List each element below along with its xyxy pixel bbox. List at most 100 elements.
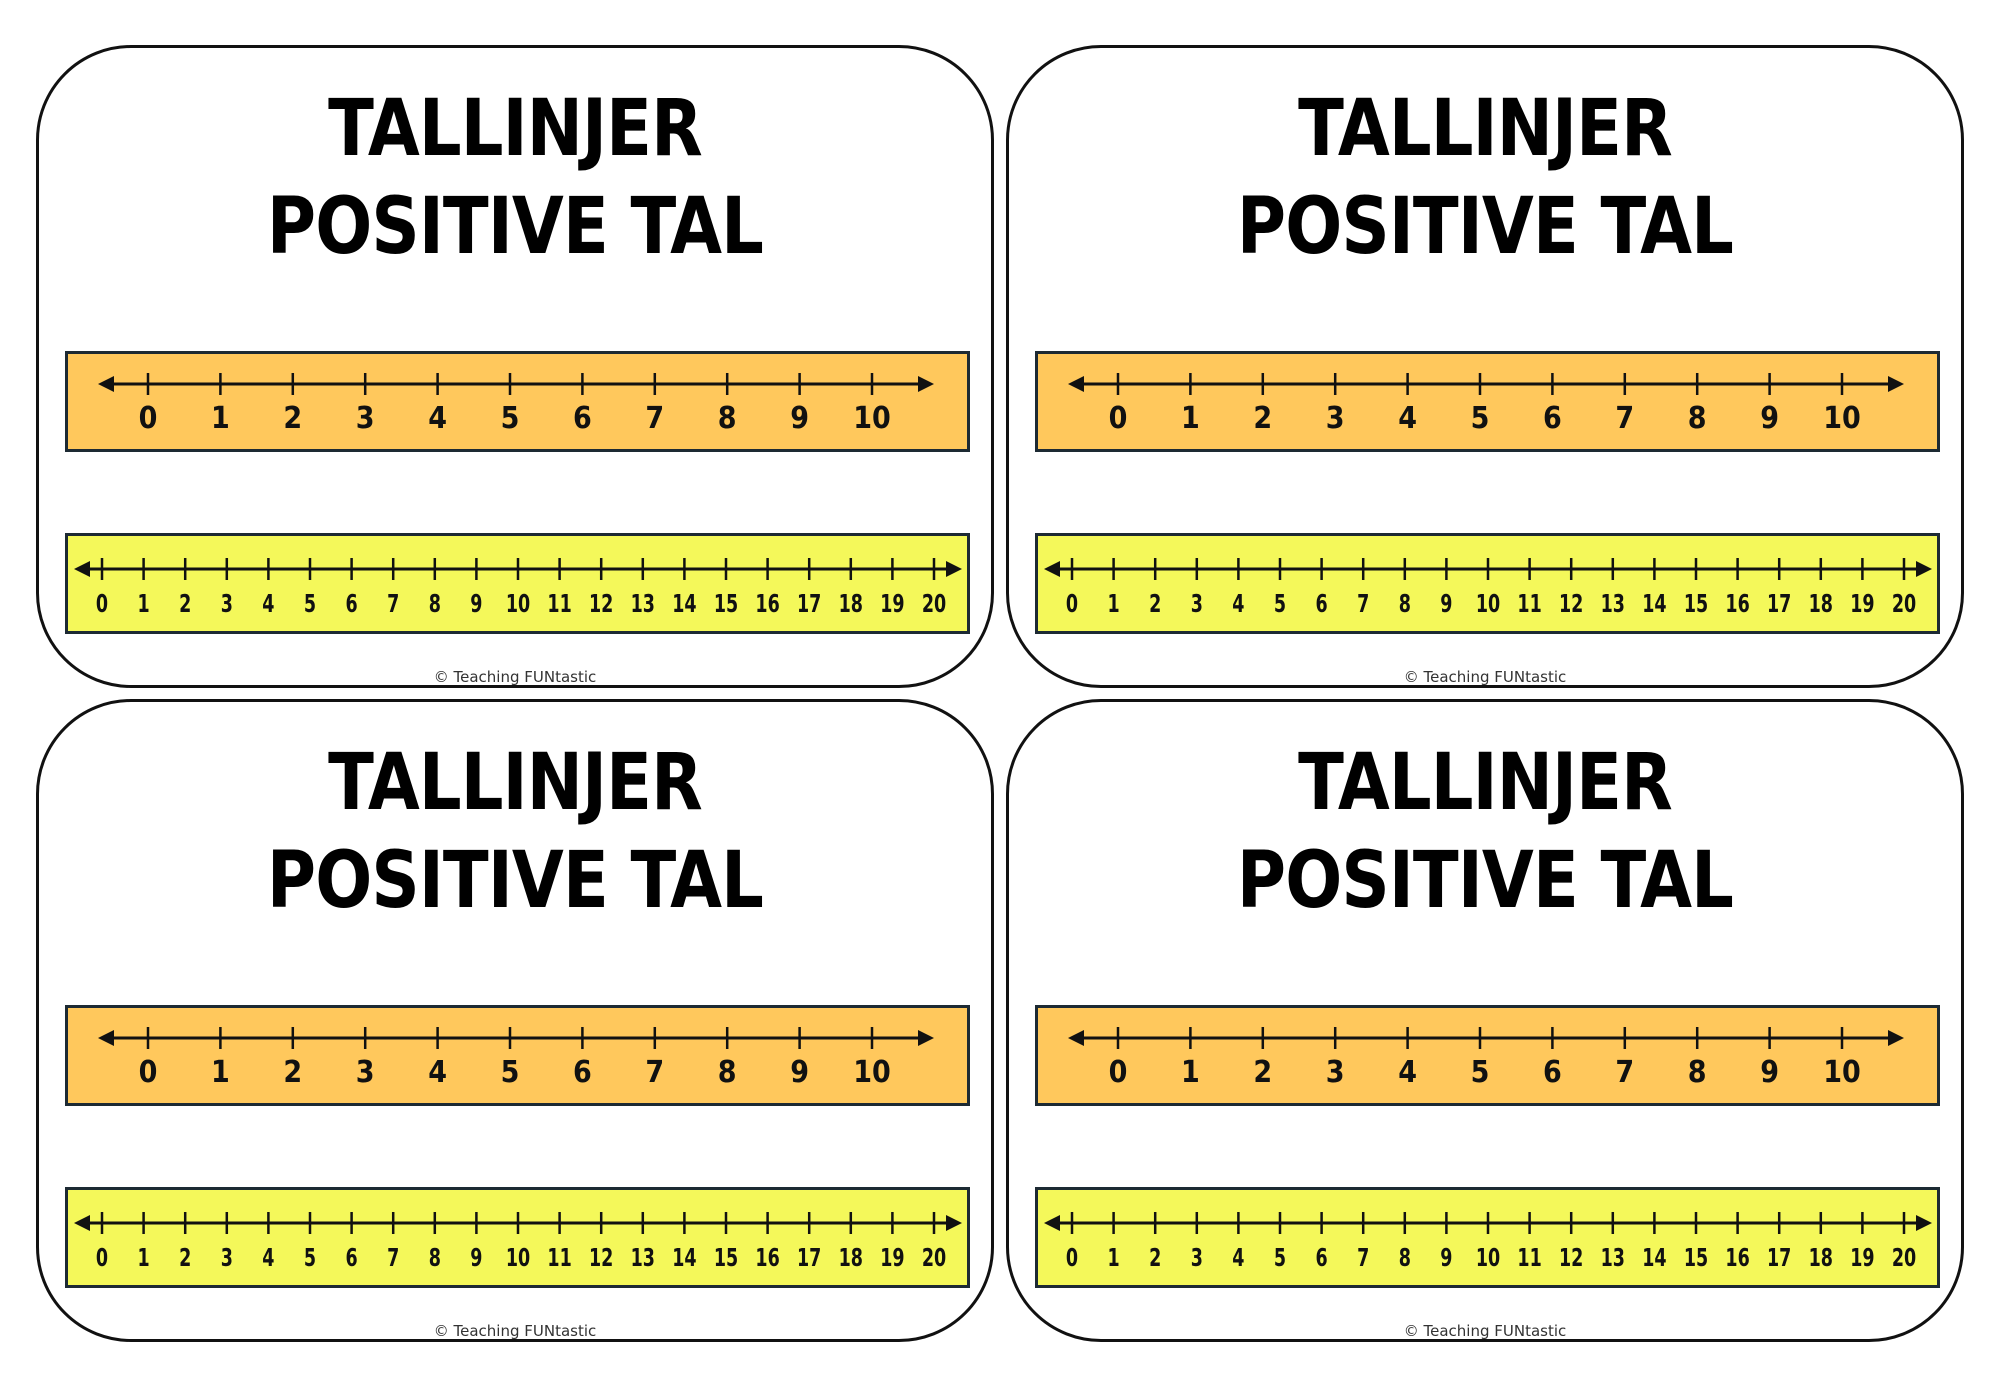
tick-label: 11 — [1517, 590, 1541, 619]
tick-label: 4 — [428, 401, 447, 436]
tick-label: 0 — [1066, 1244, 1078, 1273]
tick-label: 3 — [221, 1244, 233, 1273]
tick-label: 13 — [1601, 590, 1625, 619]
copyright-footer: © Teaching FUNtastic — [1403, 1322, 1567, 1340]
tick-label: 9 — [1760, 401, 1779, 436]
tick-label: 15 — [1684, 1244, 1708, 1273]
tick-label: 16 — [1725, 1244, 1749, 1273]
tick-label: 0 — [1109, 1055, 1128, 1090]
tick-label: 6 — [1316, 1244, 1328, 1273]
tick-label: 7 — [1357, 590, 1369, 619]
tick-label: 11 — [547, 1244, 571, 1273]
tick-label: 20 — [1892, 1244, 1916, 1273]
tick-label: 4 — [262, 1244, 274, 1273]
tick-label: 9 — [470, 590, 482, 619]
tick-label: 1 — [138, 590, 150, 619]
tick-label: 19 — [880, 590, 904, 619]
tick-label: 3 — [356, 1055, 375, 1090]
tick-label: 20 — [922, 1244, 946, 1273]
title-line-2: POSITIVE TAL — [1236, 182, 1734, 272]
tick-label: 19 — [1850, 590, 1874, 619]
tick-label: 5 — [1274, 590, 1286, 619]
number-line-svg: 0 1 2 3 4 5 6 7 8 9 10 11 12 13 14 15 16 17 18 19 20 — [74, 558, 962, 619]
tick-label: 9 — [1440, 1244, 1452, 1273]
tick-label: 8 — [718, 401, 737, 436]
tick-label: 5 — [501, 1055, 520, 1090]
tick-label: 4 — [428, 1055, 447, 1090]
tick-label: 16 — [755, 1244, 779, 1273]
tick-label: 14 — [672, 590, 696, 619]
tick-label: 18 — [1809, 1244, 1833, 1273]
tick-label: 2 — [1253, 1055, 1272, 1090]
tick-label: 12 — [589, 590, 613, 619]
tick-label: 10 — [506, 1244, 530, 1273]
tick-label: 13 — [631, 590, 655, 619]
tick-label: 0 — [139, 401, 158, 436]
tick-label: 2 — [283, 1055, 302, 1090]
tick-label: 12 — [1559, 590, 1583, 619]
tick-label: 5 — [304, 1244, 316, 1273]
tick-label: 2 — [179, 1244, 191, 1273]
tick-label: 6 — [1543, 1055, 1562, 1090]
arrow-left-icon — [1044, 1215, 1060, 1231]
tick-label: 10 — [1823, 1055, 1861, 1090]
tick-label: 2 — [1149, 590, 1161, 619]
number-line-svg: 0 1 2 3 4 5 6 7 8 9 10 11 12 13 14 15 16 17 18 19 20 — [74, 1212, 962, 1273]
tick-label: 10 — [1823, 401, 1861, 436]
arrow-right-icon — [1916, 561, 1932, 577]
tick-label: 15 — [1684, 590, 1708, 619]
tick-label: 16 — [1725, 590, 1749, 619]
arrow-left-icon — [1044, 561, 1060, 577]
tick-label: 1 — [138, 1244, 150, 1273]
number-line-0-10: 0 1 2 3 4 5 6 7 8 9 10 — [1035, 1005, 1940, 1106]
tick-label: 3 — [356, 401, 375, 436]
tick-label: 20 — [922, 590, 946, 619]
tick-label: 1 — [1108, 590, 1120, 619]
tick-label: 17 — [1767, 1244, 1791, 1273]
tick-label: 10 — [853, 1055, 891, 1090]
tick-label: 2 — [283, 401, 302, 436]
tick-label: 2 — [1253, 401, 1272, 436]
tick-label: 12 — [589, 1244, 613, 1273]
tick-label: 3 — [1326, 401, 1345, 436]
tick-label: 9 — [470, 1244, 482, 1273]
arrow-right-icon — [918, 1030, 934, 1046]
tick-label: 5 — [1274, 1244, 1286, 1273]
tick-label: 12 — [1559, 1244, 1583, 1273]
tick-label: 7 — [387, 590, 399, 619]
title-line-1: TALLINJER — [328, 738, 703, 828]
tick-label: 6 — [573, 1055, 592, 1090]
tick-label: 7 — [1615, 401, 1634, 436]
tick-label: 14 — [1642, 1244, 1666, 1273]
tick-label: 7 — [645, 401, 664, 436]
tick-label: 3 — [1191, 1244, 1203, 1273]
tick-label: 14 — [1642, 590, 1666, 619]
tick-label: 8 — [1688, 1055, 1707, 1090]
tick-label: 4 — [262, 590, 274, 619]
tick-label: 1 — [211, 1055, 230, 1090]
arrow-right-icon — [1888, 1030, 1904, 1046]
tick-label: 11 — [547, 590, 571, 619]
tick-label: 5 — [304, 590, 316, 619]
arrow-left-icon — [1068, 1030, 1084, 1046]
tick-label: 8 — [429, 1244, 441, 1273]
number-line-0-10: 0 1 2 3 4 5 6 7 8 9 10 — [65, 351, 970, 452]
tick-label: 7 — [645, 1055, 664, 1090]
tick-label: 17 — [1767, 590, 1791, 619]
tick-label: 20 — [1892, 590, 1916, 619]
tick-label: 8 — [429, 590, 441, 619]
tick-label: 10 — [1476, 590, 1500, 619]
arrow-right-icon — [1888, 376, 1904, 392]
number-line-0-20: 0 1 2 3 4 5 6 7 8 9 10 11 12 13 14 15 16 17 18 19 20 — [65, 1187, 970, 1288]
tick-label: 5 — [501, 401, 520, 436]
number-line-0-20: 0 1 2 3 4 5 6 7 8 9 10 11 12 13 14 15 16 17 18 19 20 — [1035, 1187, 1940, 1288]
tick-label: 9 — [790, 401, 809, 436]
tick-label: 17 — [797, 590, 821, 619]
title-line-2: POSITIVE TAL — [266, 836, 764, 926]
tick-label: 4 — [1398, 1055, 1417, 1090]
arrow-left-icon — [98, 1030, 114, 1046]
arrow-right-icon — [918, 376, 934, 392]
